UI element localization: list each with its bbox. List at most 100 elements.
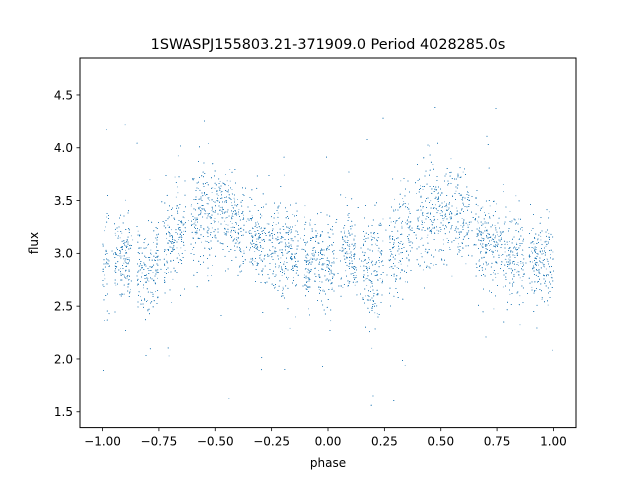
data-point (543, 264, 545, 265)
data-point (123, 262, 125, 264)
data-point (482, 257, 484, 259)
data-point (269, 249, 270, 251)
data-point (373, 233, 375, 235)
data-point (462, 171, 464, 173)
data-point (326, 264, 328, 266)
data-point (194, 221, 196, 223)
data-point (173, 239, 175, 241)
data-point (551, 274, 553, 276)
data-point (477, 220, 479, 222)
data-point (217, 195, 219, 196)
data-point (211, 192, 213, 193)
data-point (348, 232, 350, 233)
data-point (354, 246, 356, 248)
data-point (422, 188, 424, 190)
data-point (492, 253, 493, 255)
data-point (180, 247, 182, 249)
data-point (123, 274, 125, 276)
data-point (467, 231, 469, 233)
data-point (408, 203, 409, 205)
data-point (449, 172, 450, 173)
data-point (262, 240, 263, 241)
data-point (308, 254, 309, 256)
data-point (394, 222, 396, 224)
data-point (487, 233, 488, 235)
data-point (176, 247, 178, 249)
data-point (291, 246, 292, 247)
data-point (207, 275, 209, 277)
data-point (545, 241, 546, 243)
data-point (230, 227, 232, 228)
data-point (314, 268, 315, 270)
data-point (106, 216, 108, 218)
data-point (547, 259, 549, 261)
data-point (504, 251, 506, 253)
data-point (232, 216, 234, 217)
data-point (540, 235, 542, 237)
data-point (433, 264, 434, 266)
data-point (313, 256, 315, 257)
data-point (306, 271, 308, 273)
data-point (331, 244, 332, 245)
data-point (264, 232, 265, 233)
data-point (420, 185, 421, 187)
data-point (104, 320, 105, 321)
data-point (261, 239, 263, 241)
data-point (522, 255, 524, 256)
data-point (516, 242, 517, 244)
data-point (435, 204, 436, 206)
data-point (309, 259, 311, 260)
data-point (399, 217, 401, 218)
data-point (462, 199, 463, 201)
data-point (536, 247, 537, 248)
data-point (515, 195, 517, 197)
data-point (456, 207, 458, 209)
data-point (289, 327, 291, 329)
data-point (407, 208, 409, 210)
data-point (199, 198, 201, 200)
data-point (544, 266, 546, 268)
data-point (533, 243, 535, 245)
data-point (257, 221, 258, 223)
data-point (552, 349, 553, 351)
data-point (254, 251, 256, 252)
data-point (266, 223, 268, 225)
data-point (547, 241, 549, 242)
data-point (375, 243, 377, 245)
data-point (393, 274, 395, 276)
data-point (547, 274, 548, 275)
data-point (242, 229, 244, 231)
data-point (424, 250, 426, 252)
data-point (552, 251, 554, 253)
data-point (232, 213, 234, 214)
data-point (345, 197, 347, 198)
data-point (282, 286, 284, 288)
data-point (114, 232, 116, 234)
data-point (531, 242, 532, 243)
data-point (382, 218, 384, 220)
data-point (206, 213, 208, 215)
data-point (543, 253, 544, 254)
data-point (202, 205, 204, 206)
data-point (484, 221, 486, 222)
data-point (409, 211, 411, 213)
data-point (123, 293, 125, 295)
data-point (278, 232, 280, 234)
data-point (231, 202, 232, 204)
data-point (443, 243, 444, 245)
data-point (520, 262, 522, 264)
data-point (115, 234, 117, 236)
data-point (237, 240, 238, 242)
data-point (243, 250, 245, 252)
data-point (394, 198, 395, 200)
data-point (522, 229, 523, 231)
data-point (280, 257, 282, 259)
data-point (136, 284, 138, 286)
data-point (220, 191, 222, 193)
data-point (390, 221, 392, 223)
data-point (105, 226, 106, 228)
data-point (104, 278, 106, 280)
data-point (346, 253, 348, 255)
